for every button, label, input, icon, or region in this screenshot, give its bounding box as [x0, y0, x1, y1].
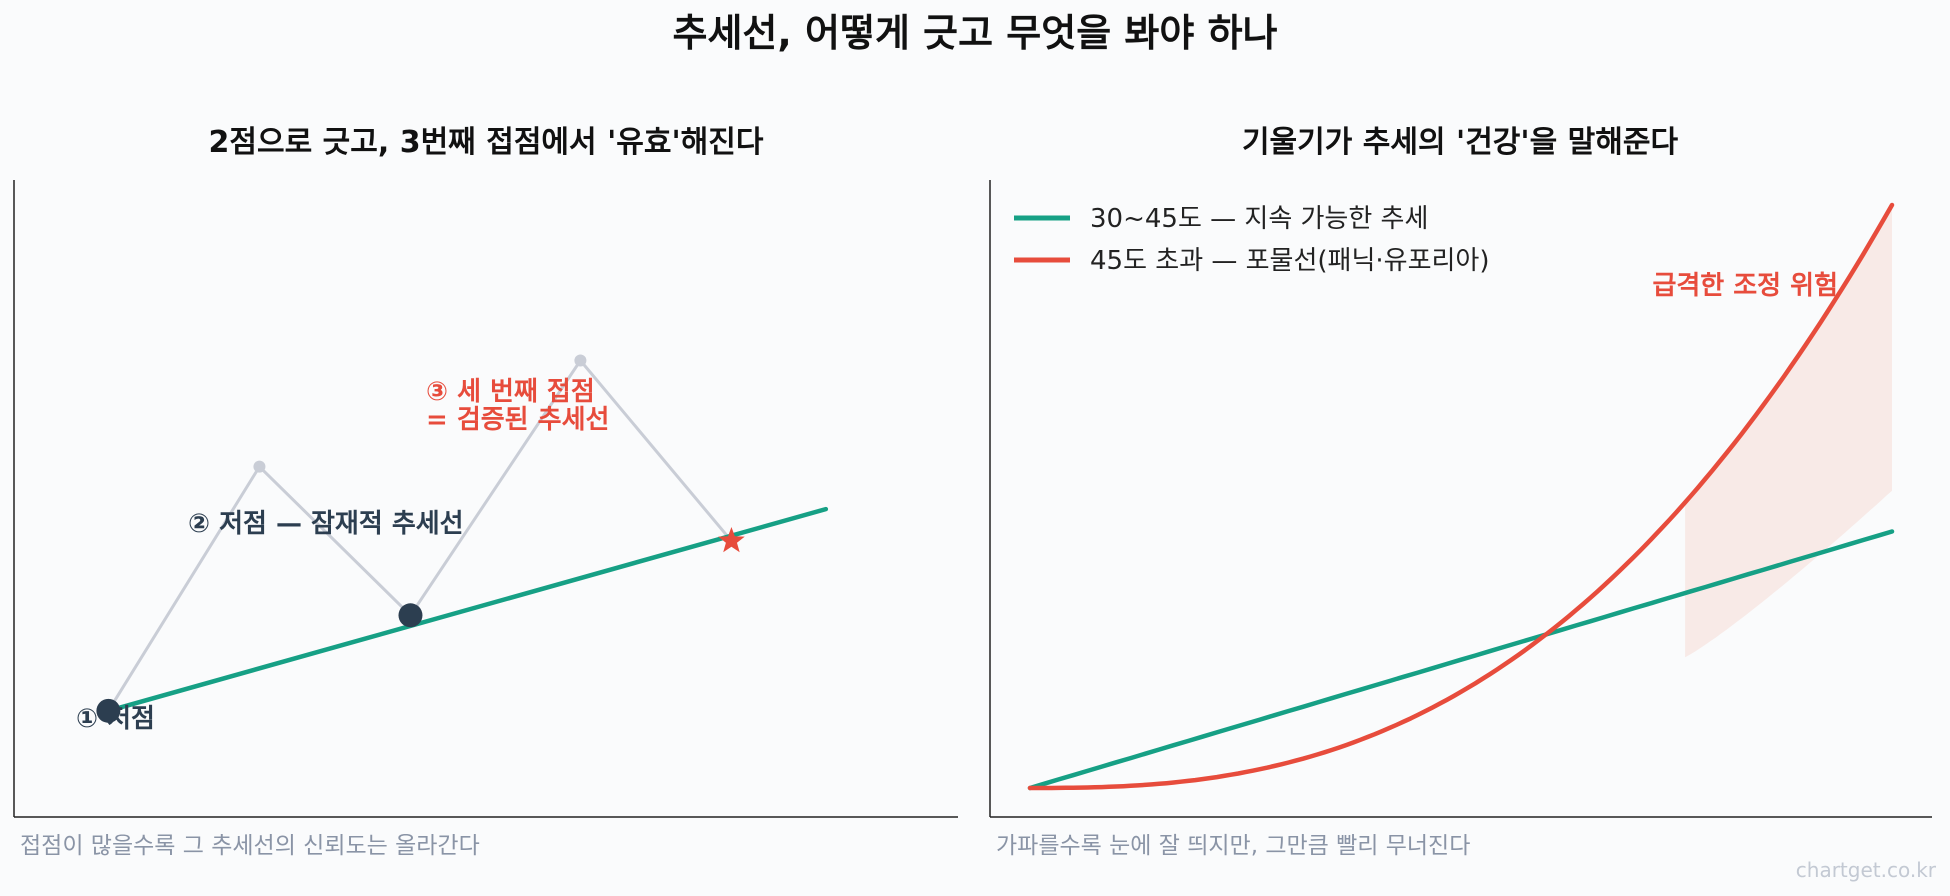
legend: 30~45도 — 지속 가능한 추세 45도 초과 — 포물선(패닉·유포리아) [1014, 204, 1489, 276]
watermark: chartget.co.kr [1796, 858, 1937, 882]
third-touch-star-icon [718, 526, 745, 553]
legend-label-parabolic: 45도 초과 — 포물선(패닉·유포리아) [1090, 246, 1489, 276]
trendline [106, 506, 829, 714]
main-title: 추세선, 어떻게 긋고 무엇을 봐야 하나 [673, 11, 1278, 55]
annotation-third-line1: ③ 세 번째 접점 [426, 377, 595, 407]
legend-label-sustainable: 30~45도 — 지속 가능한 추세 [1090, 204, 1428, 234]
annotation-third-line2: = 검증된 추세선 [426, 405, 609, 435]
swing-high-point [253, 460, 266, 473]
right-panel-title: 기울기가 추세의 '건강'을 말해준다 [1242, 125, 1679, 160]
parabolic-trend-line [1027, 202, 1895, 791]
danger-zone-label: 급격한 조정 위험 [1652, 271, 1838, 301]
annotation-first-low: ① 저점 [76, 704, 155, 734]
first-touch-point [96, 698, 121, 723]
danger-zone-area [1685, 205, 1892, 658]
left-panel: 2점으로 긋고, 3번째 접점에서 '유효'해진다 ① 저점 ② 저점 — 잠재… [13, 125, 958, 859]
swing-high-point [574, 354, 587, 367]
sustainable-trend-line [1027, 529, 1895, 791]
right-caption: 가파를수록 눈에 잘 띄지만, 그만큼 빨리 무너진다 [996, 833, 1470, 859]
left-caption: 접점이 많을수록 그 추세선의 신뢰도는 올라간다 [20, 833, 480, 859]
annotation-second-low: ② 저점 — 잠재적 추세선 [188, 509, 464, 539]
left-panel-title: 2점으로 긋고, 3번째 접점에서 '유효'해진다 [209, 125, 764, 160]
right-panel: 기울기가 추세의 '건강'을 말해준다 급격한 조정 위험 30~45도 — 지… [989, 125, 1932, 859]
second-touch-point [398, 603, 423, 628]
